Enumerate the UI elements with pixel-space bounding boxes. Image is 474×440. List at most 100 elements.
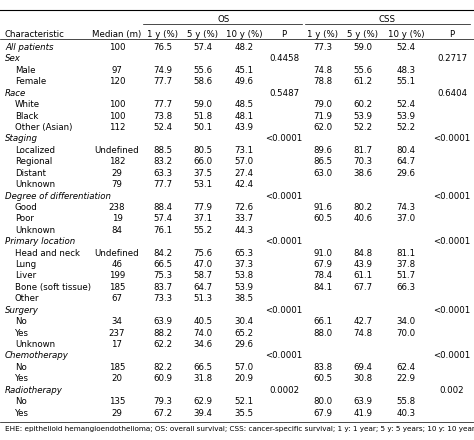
Text: 5 y (%): 5 y (%) xyxy=(188,30,219,39)
Text: Radiotherapy: Radiotherapy xyxy=(5,386,63,395)
Text: Regional: Regional xyxy=(15,157,52,166)
Text: 51.7: 51.7 xyxy=(396,271,416,280)
Text: 47.0: 47.0 xyxy=(193,260,212,269)
Text: 91.6: 91.6 xyxy=(313,203,332,212)
Text: 43.9: 43.9 xyxy=(235,123,254,132)
Text: 61.2: 61.2 xyxy=(354,77,373,86)
Text: 182: 182 xyxy=(109,157,125,166)
Text: 59.0: 59.0 xyxy=(193,100,212,109)
Text: 75.6: 75.6 xyxy=(193,249,212,258)
Text: 100: 100 xyxy=(109,100,125,109)
Text: Chemotherapy: Chemotherapy xyxy=(5,352,69,360)
Text: 75.3: 75.3 xyxy=(154,271,173,280)
Text: 88.4: 88.4 xyxy=(154,203,173,212)
Text: 69.4: 69.4 xyxy=(354,363,373,372)
Text: Undefined: Undefined xyxy=(95,249,139,258)
Text: 61.1: 61.1 xyxy=(354,271,373,280)
Text: 237: 237 xyxy=(109,329,125,337)
Text: 52.4: 52.4 xyxy=(396,100,416,109)
Text: 81.1: 81.1 xyxy=(396,249,416,258)
Text: 52.2: 52.2 xyxy=(396,123,416,132)
Text: 78.4: 78.4 xyxy=(313,271,333,280)
Text: 20: 20 xyxy=(111,374,122,383)
Text: 64.7: 64.7 xyxy=(396,157,416,166)
Text: 60.9: 60.9 xyxy=(154,374,173,383)
Text: Head and neck: Head and neck xyxy=(15,249,80,258)
Text: 66.5: 66.5 xyxy=(154,260,173,269)
Text: 0.2717: 0.2717 xyxy=(437,55,467,63)
Text: 5 y (%): 5 y (%) xyxy=(347,30,379,39)
Text: 53.9: 53.9 xyxy=(235,283,254,292)
Text: 30.4: 30.4 xyxy=(235,317,254,326)
Text: OS: OS xyxy=(218,15,229,24)
Text: 38.5: 38.5 xyxy=(235,294,254,303)
Text: <0.0001: <0.0001 xyxy=(433,306,471,315)
Text: 66.1: 66.1 xyxy=(313,317,333,326)
Text: 84.2: 84.2 xyxy=(154,249,173,258)
Text: 88.0: 88.0 xyxy=(313,329,333,337)
Text: 74.0: 74.0 xyxy=(193,329,212,337)
Text: 48.3: 48.3 xyxy=(396,66,416,75)
Text: Other: Other xyxy=(15,294,39,303)
Text: 238: 238 xyxy=(109,203,125,212)
Text: 44.3: 44.3 xyxy=(235,226,254,235)
Text: 63.3: 63.3 xyxy=(154,169,173,178)
Text: 20.9: 20.9 xyxy=(235,374,254,383)
Text: 1 y (%): 1 y (%) xyxy=(147,30,179,39)
Text: 84: 84 xyxy=(111,226,122,235)
Text: 73.3: 73.3 xyxy=(154,294,173,303)
Text: 83.7: 83.7 xyxy=(154,283,173,292)
Text: 40.6: 40.6 xyxy=(354,214,373,224)
Text: 1 y (%): 1 y (%) xyxy=(308,30,338,39)
Text: <0.0001: <0.0001 xyxy=(433,191,471,201)
Text: 100: 100 xyxy=(109,112,125,121)
Text: 53.1: 53.1 xyxy=(193,180,212,189)
Text: 51.3: 51.3 xyxy=(193,294,212,303)
Text: 17: 17 xyxy=(111,340,122,349)
Text: 52.4: 52.4 xyxy=(396,43,416,52)
Text: <0.0001: <0.0001 xyxy=(433,352,471,360)
Text: <0.0001: <0.0001 xyxy=(265,237,302,246)
Text: 77.7: 77.7 xyxy=(154,100,173,109)
Text: 57.0: 57.0 xyxy=(235,157,254,166)
Text: 42.4: 42.4 xyxy=(235,180,254,189)
Text: 185: 185 xyxy=(109,283,125,292)
Text: 86.5: 86.5 xyxy=(313,157,333,166)
Text: 29.6: 29.6 xyxy=(235,340,254,349)
Text: 79.3: 79.3 xyxy=(154,397,173,406)
Text: 0.002: 0.002 xyxy=(440,386,465,395)
Text: 62.2: 62.2 xyxy=(154,340,173,349)
Text: 0.6404: 0.6404 xyxy=(437,89,467,98)
Text: 29: 29 xyxy=(111,169,122,178)
Text: 27.4: 27.4 xyxy=(235,169,254,178)
Text: 67.9: 67.9 xyxy=(313,409,332,418)
Text: 66.0: 66.0 xyxy=(193,157,212,166)
Text: 81.7: 81.7 xyxy=(354,146,373,155)
Text: 50.1: 50.1 xyxy=(193,123,212,132)
Text: 74.8: 74.8 xyxy=(354,329,373,337)
Text: Unknown: Unknown xyxy=(15,226,55,235)
Text: 37.0: 37.0 xyxy=(396,214,416,224)
Text: 60.5: 60.5 xyxy=(313,214,333,224)
Text: 43.9: 43.9 xyxy=(354,260,373,269)
Text: Yes: Yes xyxy=(15,374,29,383)
Text: EHE: epithelioid hemangioendothelioma; OS: overall survival; CSS: cancer-specifi: EHE: epithelioid hemangioendothelioma; O… xyxy=(5,426,474,432)
Text: No: No xyxy=(15,397,27,406)
Text: 42.7: 42.7 xyxy=(354,317,373,326)
Text: 52.1: 52.1 xyxy=(235,397,254,406)
Text: 65.2: 65.2 xyxy=(235,329,254,337)
Text: 79.0: 79.0 xyxy=(313,100,332,109)
Text: <0.0001: <0.0001 xyxy=(265,352,302,360)
Text: 77.7: 77.7 xyxy=(154,77,173,86)
Text: 65.3: 65.3 xyxy=(235,249,254,258)
Text: 76.5: 76.5 xyxy=(154,43,173,52)
Text: 53.8: 53.8 xyxy=(235,271,254,280)
Text: 72.6: 72.6 xyxy=(235,203,254,212)
Text: 84.1: 84.1 xyxy=(313,283,333,292)
Text: 52.2: 52.2 xyxy=(354,123,373,132)
Text: 48.2: 48.2 xyxy=(235,43,254,52)
Text: Yes: Yes xyxy=(15,329,29,337)
Text: 10 y (%): 10 y (%) xyxy=(388,30,424,39)
Text: 120: 120 xyxy=(109,77,125,86)
Text: 67.2: 67.2 xyxy=(154,409,173,418)
